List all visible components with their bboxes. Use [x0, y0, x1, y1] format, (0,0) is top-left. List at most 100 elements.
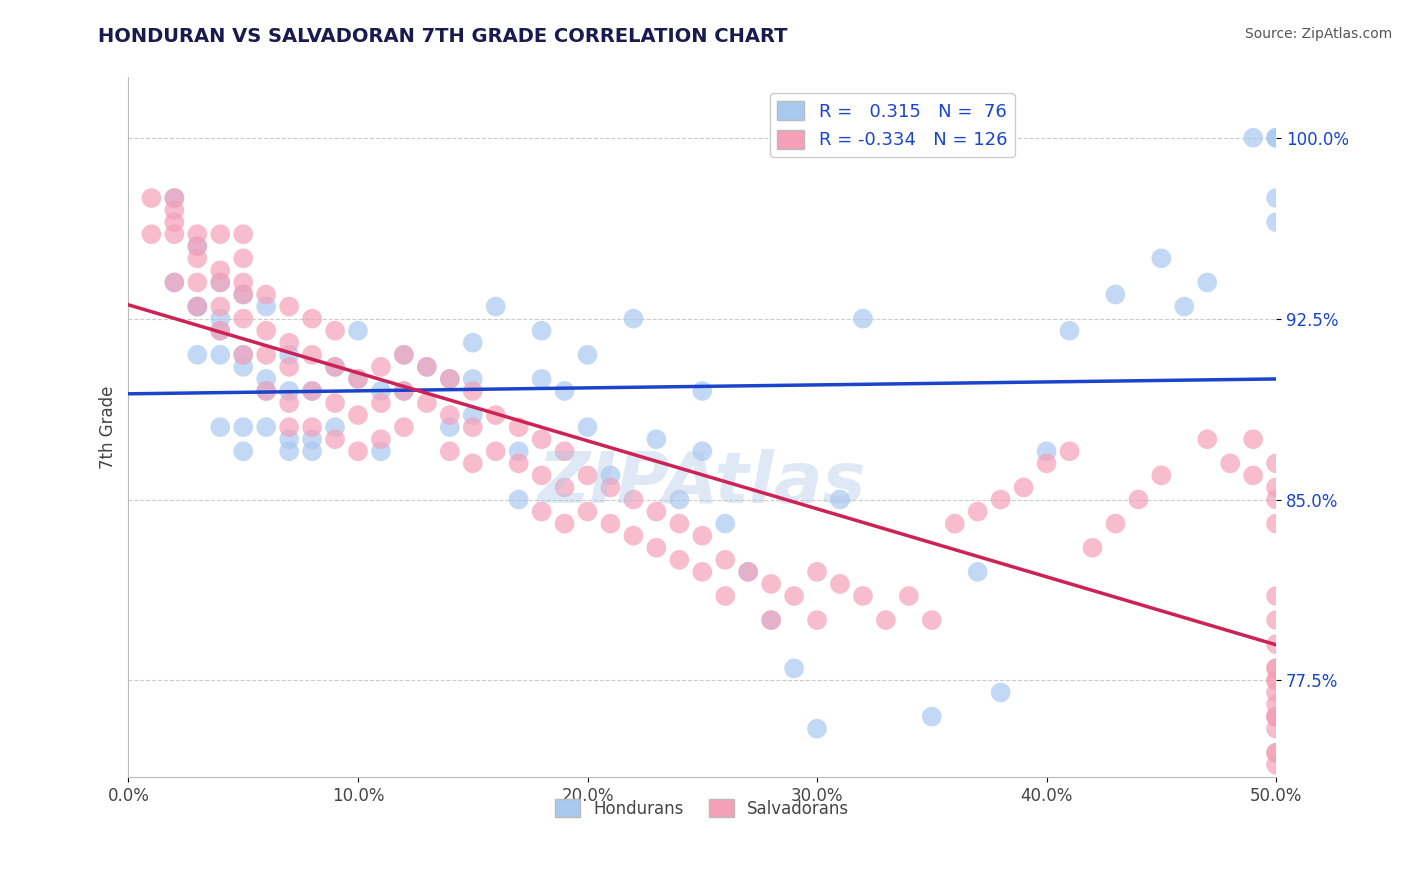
Point — [163, 276, 186, 290]
Point — [897, 589, 920, 603]
Point — [347, 372, 370, 386]
Point — [392, 348, 415, 362]
Point — [186, 348, 208, 362]
Point — [461, 408, 484, 422]
Point — [439, 372, 461, 386]
Point — [966, 565, 988, 579]
Point — [232, 311, 254, 326]
Point — [232, 227, 254, 242]
Point — [759, 577, 782, 591]
Point — [416, 359, 439, 374]
Point — [301, 311, 323, 326]
Point — [737, 565, 759, 579]
Point — [186, 239, 208, 253]
Point — [416, 396, 439, 410]
Point — [209, 276, 232, 290]
Point — [1265, 637, 1288, 651]
Point — [1265, 191, 1288, 205]
Point — [301, 432, 323, 446]
Point — [347, 408, 370, 422]
Point — [323, 396, 346, 410]
Point — [737, 565, 759, 579]
Point — [278, 359, 301, 374]
Point — [1265, 492, 1288, 507]
Point — [301, 384, 323, 398]
Point — [209, 420, 232, 434]
Point — [209, 311, 232, 326]
Point — [852, 589, 875, 603]
Point — [623, 529, 645, 543]
Point — [1265, 673, 1288, 688]
Point — [323, 359, 346, 374]
Point — [623, 492, 645, 507]
Point — [301, 384, 323, 398]
Point — [508, 444, 530, 458]
Point — [806, 722, 828, 736]
Text: Source: ZipAtlas.com: Source: ZipAtlas.com — [1244, 27, 1392, 41]
Point — [186, 252, 208, 266]
Point — [485, 444, 508, 458]
Point — [461, 384, 484, 398]
Point — [370, 396, 392, 410]
Point — [599, 516, 621, 531]
Point — [186, 227, 208, 242]
Point — [323, 420, 346, 434]
Point — [783, 661, 806, 675]
Point — [278, 335, 301, 350]
Point — [278, 432, 301, 446]
Point — [209, 276, 232, 290]
Point — [645, 505, 668, 519]
Point — [163, 215, 186, 229]
Point — [461, 335, 484, 350]
Point — [508, 492, 530, 507]
Point — [439, 372, 461, 386]
Point — [392, 420, 415, 434]
Point — [392, 384, 415, 398]
Point — [852, 311, 875, 326]
Point — [576, 468, 599, 483]
Point — [186, 276, 208, 290]
Point — [508, 420, 530, 434]
Point — [921, 613, 943, 627]
Point — [1265, 757, 1288, 772]
Point — [232, 276, 254, 290]
Point — [530, 372, 553, 386]
Point — [1241, 432, 1264, 446]
Point — [1265, 589, 1288, 603]
Point — [623, 311, 645, 326]
Point — [347, 372, 370, 386]
Point — [783, 589, 806, 603]
Point — [1150, 252, 1173, 266]
Point — [690, 565, 713, 579]
Point — [1173, 300, 1195, 314]
Point — [1265, 709, 1288, 723]
Point — [1265, 709, 1288, 723]
Point — [1265, 456, 1288, 470]
Point — [347, 444, 370, 458]
Point — [645, 432, 668, 446]
Point — [875, 613, 897, 627]
Point — [508, 456, 530, 470]
Point — [163, 203, 186, 218]
Point — [1241, 130, 1264, 145]
Point — [278, 420, 301, 434]
Point — [554, 480, 576, 494]
Point — [461, 456, 484, 470]
Point — [370, 444, 392, 458]
Point — [714, 516, 737, 531]
Point — [1265, 685, 1288, 699]
Point — [1081, 541, 1104, 555]
Point — [392, 384, 415, 398]
Point — [254, 324, 277, 338]
Point — [828, 577, 851, 591]
Point — [301, 348, 323, 362]
Point — [278, 396, 301, 410]
Point — [530, 468, 553, 483]
Point — [1035, 444, 1057, 458]
Point — [1265, 673, 1288, 688]
Point — [759, 613, 782, 627]
Point — [806, 613, 828, 627]
Point — [921, 709, 943, 723]
Point — [1035, 456, 1057, 470]
Point — [530, 432, 553, 446]
